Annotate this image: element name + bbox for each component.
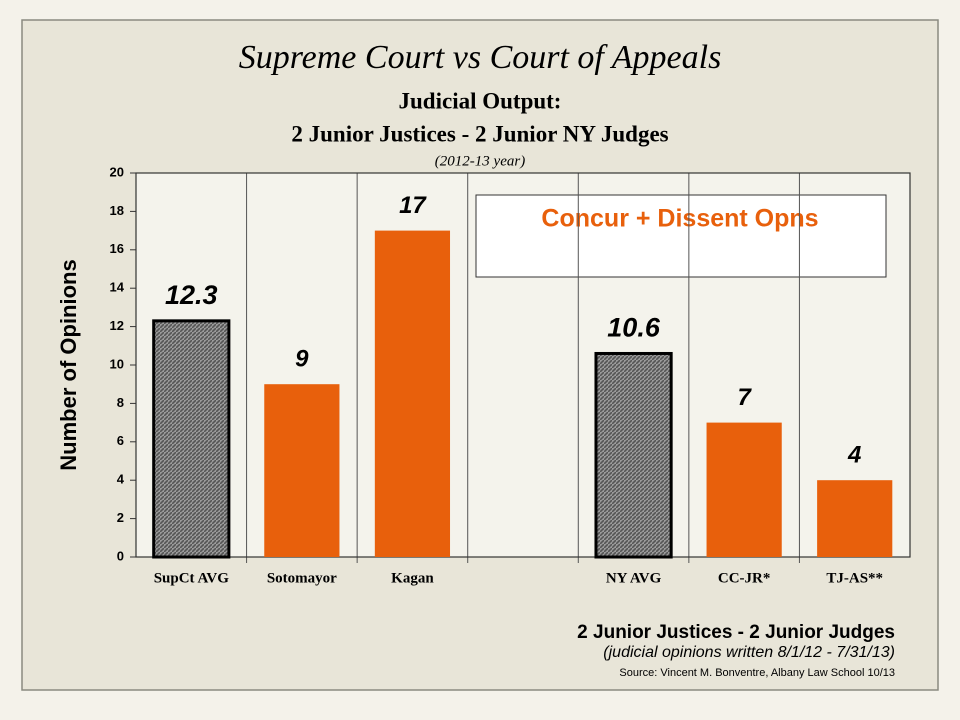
y-tick-label: 4 [117, 472, 125, 487]
subtitle: 2 Junior Justices - 2 Junior NY Judges [291, 121, 668, 146]
data-label: 17 [399, 192, 427, 219]
bar [152, 319, 231, 559]
data-label: 4 [847, 442, 861, 469]
chart-title: Supreme Court vs Court of Appeals [239, 39, 722, 76]
subtitle: Judicial Output: [399, 88, 562, 113]
source: Source: Vincent M. Bonventre, Albany Law… [619, 667, 895, 679]
legend-text: Concur + Dissent Opns [541, 205, 818, 233]
bar [817, 480, 893, 557]
bar [374, 230, 451, 557]
y-tick-label: 6 [117, 433, 124, 448]
footer: 2 Junior Justices - 2 Junior Judges [577, 622, 895, 643]
data-label: 9 [295, 346, 309, 373]
bar [594, 351, 673, 559]
y-tick-label: 8 [117, 395, 124, 410]
x-tick-label: SupCt AVG [154, 570, 230, 586]
bar [264, 384, 340, 557]
y-tick-label: 12 [110, 318, 124, 333]
x-tick-label: CC-JR* [718, 570, 771, 586]
data-label: 12.3 [165, 280, 218, 310]
x-tick-label: Sotomayor [267, 570, 337, 586]
period: (2012-13 year) [435, 153, 525, 169]
data-label: 7 [737, 384, 752, 411]
y-tick-label: 0 [117, 548, 124, 563]
y-tick-label: 14 [110, 280, 125, 295]
y-tick-label: 20 [110, 164, 124, 179]
x-tick-label: TJ-AS** [826, 570, 883, 586]
y-tick-label: 2 [117, 510, 124, 525]
y-tick-label: 18 [110, 203, 124, 218]
legend-box [475, 194, 887, 278]
x-tick-label: NY AVG [606, 570, 662, 586]
y-axis-label: Number of Opinions [56, 259, 81, 470]
plot-frame [135, 172, 911, 558]
x-tick-label: Kagan [391, 570, 434, 586]
y-tick-label: 10 [110, 356, 124, 371]
data-label: 10.6 [607, 313, 661, 343]
bar [706, 422, 782, 557]
footer-note: (judicial opinions written 8/1/12 - 7/31… [603, 644, 895, 661]
y-tick-label: 16 [110, 241, 124, 256]
